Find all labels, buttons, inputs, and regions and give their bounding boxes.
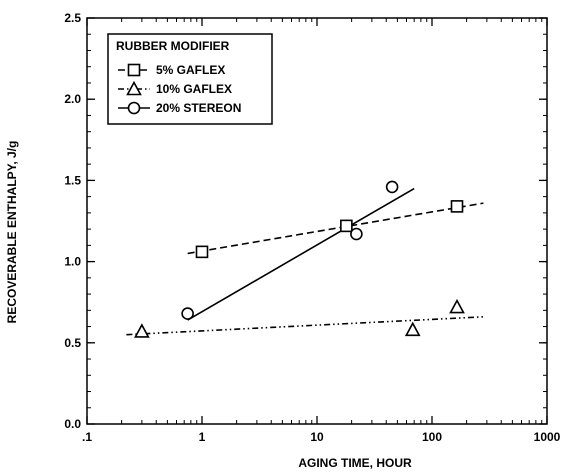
x-tick-label: .1 bbox=[82, 430, 92, 444]
ticks-group: .1 1 10 100 1000 0.0 0.5 1.0 1.5 2.0 2.5 bbox=[64, 11, 560, 444]
data-point-square bbox=[340, 219, 353, 233]
x-tick-label: 100 bbox=[422, 430, 442, 444]
data-point-triangle bbox=[404, 321, 421, 337]
legend-entry-label: 10% GAFLEX bbox=[156, 82, 232, 96]
data-point-triangle bbox=[449, 298, 465, 314]
data-point-square bbox=[195, 245, 209, 259]
x-tick-label: 1000 bbox=[534, 430, 561, 444]
y-tick-label: 1.5 bbox=[64, 173, 81, 187]
data-point-circle bbox=[181, 307, 194, 320]
data-points-group bbox=[134, 180, 465, 338]
data-point-square bbox=[450, 200, 464, 213]
x-tick-label: 10 bbox=[310, 430, 324, 444]
legend-marker-square bbox=[127, 63, 141, 77]
x-axis-title: AGING TIME, HOUR bbox=[298, 456, 412, 470]
y-tick-label: 2.0 bbox=[64, 92, 81, 106]
y-tick-label: 0.0 bbox=[64, 417, 81, 431]
y-tick-label: 2.5 bbox=[64, 11, 81, 25]
legend-entry-label: 5% GAFLEX bbox=[156, 63, 225, 77]
x-tick-label: 1 bbox=[199, 430, 206, 444]
data-point-circle bbox=[350, 227, 363, 241]
legend-marker-triangle bbox=[126, 80, 142, 96]
fit-line bbox=[187, 202, 484, 255]
legend-entry-label: 20% STEREON bbox=[156, 101, 241, 115]
legend-title: RUBBER MODIFIER bbox=[116, 39, 230, 53]
y-tick-label: 0.5 bbox=[64, 336, 81, 350]
data-point-triangle bbox=[134, 323, 150, 338]
fit-lines-group bbox=[126, 187, 484, 336]
fit-line bbox=[126, 316, 484, 336]
y-tick-label: 1.0 bbox=[64, 255, 81, 269]
fit-line bbox=[187, 187, 415, 321]
y-axis-title: RECOVERABLE ENTHALPY, J/g bbox=[5, 141, 19, 324]
data-point-circle bbox=[385, 180, 399, 194]
legend: RUBBER MODIFIER 5% GAFLEX 10% GAFLEX 20% ST… bbox=[107, 33, 273, 125]
legend-marker-circle bbox=[127, 101, 141, 115]
